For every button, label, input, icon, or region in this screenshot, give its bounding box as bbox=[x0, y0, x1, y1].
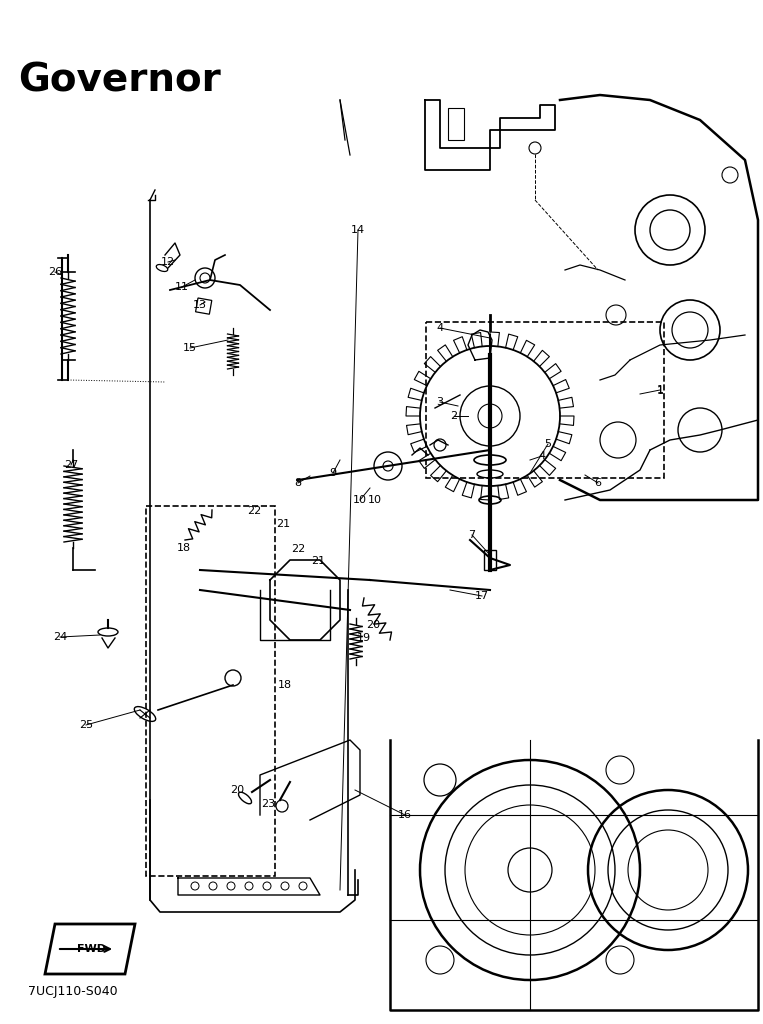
Text: 23: 23 bbox=[261, 799, 275, 809]
Text: 10: 10 bbox=[353, 495, 367, 505]
Text: Governor: Governor bbox=[18, 62, 221, 100]
Text: 7: 7 bbox=[468, 530, 475, 540]
Text: 7UCJ110-S040: 7UCJ110-S040 bbox=[28, 985, 118, 998]
Text: 1: 1 bbox=[656, 386, 664, 396]
Text: 9: 9 bbox=[330, 468, 336, 478]
Text: 5: 5 bbox=[545, 439, 552, 449]
Text: 21: 21 bbox=[276, 519, 290, 529]
Bar bbox=[448, 108, 464, 140]
Text: 27: 27 bbox=[64, 460, 78, 470]
Text: 14: 14 bbox=[351, 225, 365, 234]
Text: 8: 8 bbox=[295, 478, 301, 488]
Text: 4: 4 bbox=[436, 323, 443, 333]
Text: 3: 3 bbox=[436, 397, 443, 407]
Text: 18: 18 bbox=[177, 543, 191, 553]
Text: 10: 10 bbox=[368, 495, 382, 505]
Text: 20: 20 bbox=[366, 620, 380, 630]
Text: 2: 2 bbox=[450, 411, 458, 421]
Text: 24: 24 bbox=[53, 632, 67, 642]
Text: 21: 21 bbox=[311, 556, 325, 566]
Text: 16: 16 bbox=[398, 810, 412, 820]
Text: 20: 20 bbox=[230, 785, 244, 795]
Bar bbox=[195, 298, 212, 314]
Bar bbox=[146, 506, 275, 876]
Text: 18: 18 bbox=[278, 680, 292, 690]
Text: 6: 6 bbox=[594, 478, 601, 488]
Text: 4: 4 bbox=[539, 451, 546, 461]
Bar bbox=[484, 550, 496, 570]
Bar bbox=[426, 322, 664, 478]
Text: 11: 11 bbox=[175, 282, 189, 292]
Text: 17: 17 bbox=[475, 591, 489, 601]
Text: 22: 22 bbox=[291, 544, 305, 554]
Text: 25: 25 bbox=[79, 720, 93, 730]
Text: 12: 12 bbox=[161, 257, 175, 267]
Text: FWD: FWD bbox=[78, 944, 107, 954]
Text: 1: 1 bbox=[656, 385, 664, 395]
Text: 22: 22 bbox=[247, 506, 261, 516]
Text: 13: 13 bbox=[193, 300, 207, 310]
Text: 19: 19 bbox=[357, 633, 371, 643]
Text: 15: 15 bbox=[183, 343, 197, 353]
Text: 26: 26 bbox=[48, 267, 62, 278]
